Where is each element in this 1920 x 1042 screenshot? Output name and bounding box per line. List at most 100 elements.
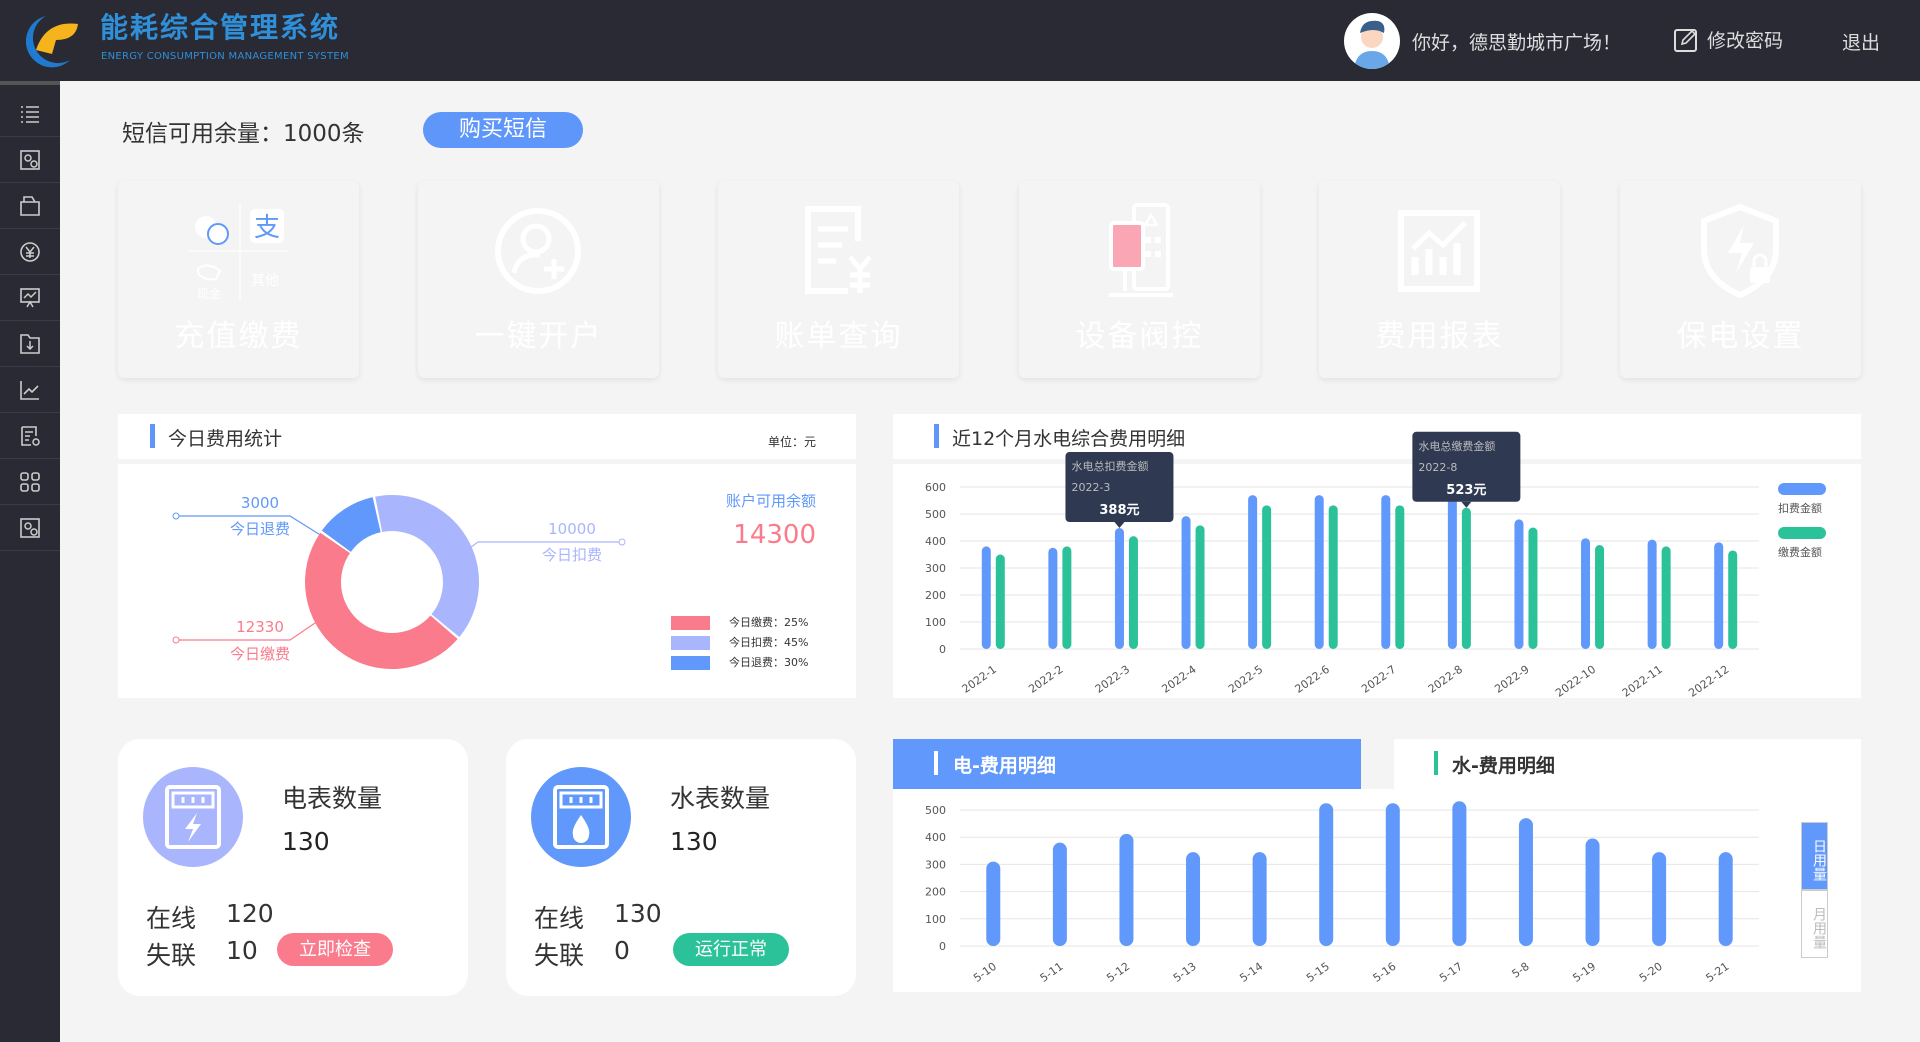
bar[interactable] [1048,547,1058,649]
legend-swatch[interactable] [1778,483,1826,495]
sidebar-item-users[interactable] [0,137,60,183]
bar[interactable] [1319,803,1334,946]
bar[interactable] [1728,550,1738,649]
meter-count: 130 [282,827,330,856]
toggle-monthly-usage[interactable]: 月用量 [1801,890,1828,958]
leader-dot [618,538,626,546]
x-tick-label: 5-20 [1637,960,1665,985]
bar[interactable] [1114,528,1124,649]
bar[interactable] [1262,505,1272,649]
bar[interactable] [995,554,1005,650]
monthly-chart-body: 0 100 200 300 400 500 600 2022-1 2022-2 2022-3 202… [893,431,1861,700]
monthly-bar-chart: 0 100 200 300 400 500 600 2022-1 2022-2 2022-3 202… [925,431,1826,700]
buy-sms-button[interactable]: 购买短信 [423,112,583,148]
y-tick-label: 200 [925,886,946,899]
bar[interactable] [1718,852,1733,946]
bar[interactable] [1518,818,1533,946]
app-subtitle: ENERGY CONSUMPTION MANAGEMENT SYSTEM [101,51,349,62]
refund-value: 3000 [240,494,280,512]
bar[interactable] [1395,505,1405,649]
bar[interactable] [1252,852,1267,946]
bar[interactable] [1328,505,1338,649]
chart-tooltip: 水电总缴费金额 2022-8 523元 [1412,431,1521,508]
tooltip-box [1412,431,1521,502]
sidebar-item-analysis[interactable] [0,367,60,413]
sidebar-item-archive[interactable] [0,183,60,229]
legend-swatch[interactable] [1778,527,1826,539]
bar[interactable] [1181,516,1191,649]
bar[interactable] [1119,833,1134,946]
bill-icon [805,206,872,294]
report-chart-icon [1398,210,1480,292]
x-tick-label: 5-19 [1570,960,1598,985]
sidebar-item-menu[interactable] [0,91,60,137]
sidebar-item-import[interactable] [0,321,60,367]
leader-dot [172,636,180,644]
bar[interactable] [1186,852,1201,946]
bar[interactable] [986,861,1001,946]
balance-value: 14300 [733,520,816,550]
offline-value: 0 [614,936,630,965]
bar[interactable] [1314,495,1324,649]
tile-power-protection[interactable]: 保电设置 [1620,181,1861,378]
offline-value: 10 [226,936,258,965]
tab-water-detail[interactable]: 水-费用明细 [1394,739,1861,789]
status-normal-button[interactable]: 运行正常 [673,933,789,966]
x-tick-label: 2022-5 [1226,663,1265,696]
donut-chart [172,495,626,670]
bar[interactable] [1585,838,1600,946]
sidebar-item-settings[interactable] [0,413,60,459]
x-tick-label: 5-10 [971,960,999,985]
sidebar-item-monitor[interactable] [0,275,60,321]
sidebar-item-apps[interactable] [0,459,60,505]
tab-electric-detail[interactable]: 电-费用明细 [893,739,1361,789]
tile-recharge[interactable]: 支 现金 其他 充值缴费 [118,181,359,378]
bar[interactable] [1062,546,1072,649]
tooltip-arrow [1461,501,1472,508]
leader-line-pay [176,620,319,641]
bar[interactable] [1195,525,1205,649]
bar[interactable] [1652,852,1667,946]
menu-icon [21,105,39,123]
tile-device-control[interactable]: 设备阀控 [1019,181,1260,378]
bar[interactable] [1528,527,1538,650]
bar[interactable] [1514,519,1524,649]
change-password-button[interactable]: 修改密码 [1673,26,1783,53]
sidebar-item-payment[interactable] [0,229,60,275]
bar[interactable] [1381,495,1391,649]
bar[interactable] [1595,545,1605,649]
avatar[interactable] [1344,13,1400,69]
bar[interactable] [1661,546,1671,649]
bar[interactable] [1647,539,1657,649]
deduct-label: 今日扣费 [541,546,602,564]
toggle-daily-usage[interactable]: 日用量 [1801,822,1828,890]
check-now-button[interactable]: 立即检查 [277,933,393,966]
tooltip-x: 2022-3 [1071,481,1110,494]
y-tick-label: 500 [925,508,946,521]
list-settings-icon [21,425,40,446]
x-tick-label: 2022-2 [1026,663,1065,696]
donut-slice [375,495,480,638]
bar[interactable] [1452,801,1467,946]
tile-open-account[interactable]: 一键开户 [418,181,659,378]
bar[interactable] [1385,803,1400,946]
tooltip-value: 388元 [1099,503,1139,518]
bar[interactable] [1052,842,1067,946]
bar[interactable] [1461,507,1471,649]
yuan-refresh-icon [20,241,40,262]
bar[interactable] [981,546,991,649]
bar[interactable] [1581,538,1591,649]
logout-button[interactable]: 退出 [1842,32,1881,54]
chart-tooltip: 水电总扣费金额 2022-3 388元 [1065,452,1174,529]
tile-bill-query[interactable]: 账单查询 [718,181,959,378]
tab-marker [934,751,938,775]
bar[interactable] [1128,536,1138,649]
sidebar-item-accounts[interactable] [0,505,60,551]
sms-balance: 短信可用余量：1000条 [122,121,365,147]
bar[interactable] [1248,495,1258,649]
tile-cost-report[interactable]: 费用报表 [1319,181,1560,378]
bar[interactable] [1714,542,1724,649]
refund-label: 今日退费 [229,520,290,538]
meter-title: 电表数量 [282,784,383,813]
bar[interactable] [1447,495,1457,649]
